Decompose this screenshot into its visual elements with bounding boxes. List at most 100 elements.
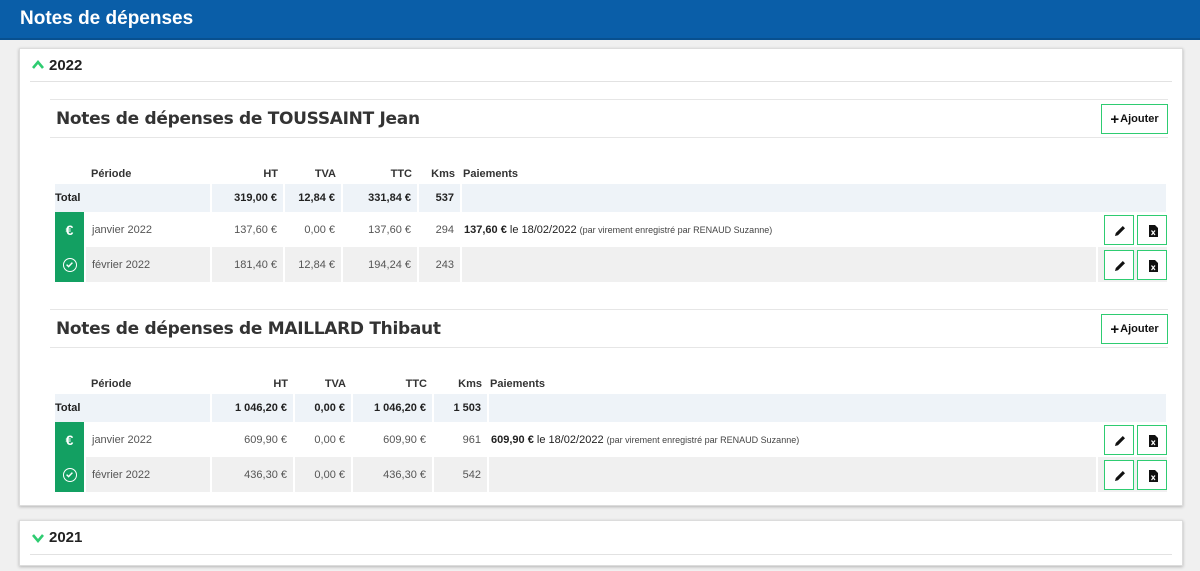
col-tva: TVA <box>314 168 336 180</box>
employee-section: Notes de dépenses de TOUSSAINT Jean + Aj… <box>50 99 1168 282</box>
year-toggle-2021[interactable]: 2021 <box>30 521 1172 555</box>
add-button[interactable]: + Ajouter <box>1101 104 1168 134</box>
file-excel-icon <box>1149 224 1158 237</box>
col-period: Période <box>91 378 132 390</box>
expense-table: Période HT TVA TTC Kms Paiements Total 1… <box>55 374 1168 492</box>
total-tva: 12,84 € <box>284 184 343 212</box>
plus-icon: + <box>1110 110 1120 128</box>
tva-cell: 0,00 € <box>294 457 353 492</box>
payment-date: le 18/02/2022 <box>533 433 607 446</box>
row-actions <box>1097 457 1167 492</box>
total-row: Total 1 046,20 € 0,00 € 1 046,20 € 1 503 <box>55 394 1168 422</box>
col-payments: Paiements <box>490 378 546 390</box>
employee-header: Notes de dépenses de MAILLARD Thibaut + … <box>50 309 1168 348</box>
col-ttc: TTC <box>390 168 412 180</box>
total-row: Total 319,00 € 12,84 € 331,84 € 537 <box>55 184 1168 212</box>
period-cell: janvier 2022 <box>85 422 212 457</box>
paid-status: € <box>55 212 86 247</box>
ht-cell: 436,30 € <box>211 457 295 492</box>
period-cell: janvier 2022 <box>85 212 212 247</box>
col-ht: HT <box>273 378 288 390</box>
table-row: € janvier 2022 609,90 € 0,00 € 609,90 € … <box>55 422 1167 457</box>
euro-icon: € <box>65 221 74 238</box>
ttc-cell: 609,90 € <box>352 422 434 457</box>
col-ht: HT <box>263 168 278 180</box>
paid-status: € <box>55 422 86 457</box>
check-circle-icon <box>62 467 77 482</box>
payment-date: le 18/02/2022 <box>506 223 580 236</box>
kms-cell: 294 <box>418 212 462 247</box>
edit-button[interactable] <box>1104 249 1134 280</box>
col-tva: TVA <box>324 378 346 390</box>
tva-cell: 0,00 € <box>294 422 353 457</box>
period-cell: février 2022 <box>85 247 212 282</box>
ttc-cell: 194,24 € <box>342 247 419 282</box>
kms-cell: 243 <box>418 247 462 282</box>
table-header-row: Période HT TVA TTC Kms Paiements <box>55 164 1167 184</box>
year-panel-2022: 2022 Notes de dépenses de TOUSSAINT Jean… <box>19 48 1183 506</box>
total-kms: 537 <box>418 184 462 212</box>
table-row: février 2022 436,30 € 0,00 € 436,30 € 54… <box>55 457 1167 492</box>
payment-cell: 609,90 € le 18/02/2022 (par virement enr… <box>488 422 1098 457</box>
euro-icon: € <box>65 431 74 448</box>
add-button-label: Ajouter <box>1120 113 1159 125</box>
export-button[interactable] <box>1137 214 1167 245</box>
employee-header: Notes de dépenses de TOUSSAINT Jean + Aj… <box>50 99 1168 138</box>
year-label: 2021 <box>49 529 83 546</box>
tva-cell: 12,84 € <box>284 247 343 282</box>
chevron-up-icon <box>30 57 46 73</box>
pencil-icon <box>1115 225 1125 236</box>
col-period: Période <box>91 168 132 180</box>
edit-button[interactable] <box>1104 459 1134 490</box>
table-row: € janvier 2022 137,60 € 0,00 € 137,60 € … <box>55 212 1167 247</box>
export-button[interactable] <box>1137 459 1167 490</box>
employee-title: Notes de dépenses de TOUSSAINT Jean <box>56 109 420 129</box>
total-ht: 1 046,20 € <box>211 394 295 422</box>
export-button[interactable] <box>1137 424 1167 455</box>
col-kms: Kms <box>431 168 455 180</box>
col-kms: Kms <box>458 378 482 390</box>
plus-icon: + <box>1110 320 1120 338</box>
page-title: Notes de dépenses <box>0 0 1200 40</box>
year-toggle-2022[interactable]: 2022 <box>30 49 1172 82</box>
kms-cell: 961 <box>433 422 489 457</box>
row-actions <box>1097 247 1167 282</box>
payment-note: (par virement enregistré par RENAUD Suza… <box>579 224 773 235</box>
total-ht: 319,00 € <box>211 184 285 212</box>
col-payments: Paiements <box>463 168 519 180</box>
tva-cell: 0,00 € <box>284 212 343 247</box>
ttc-cell: 137,60 € <box>342 212 419 247</box>
edit-button[interactable] <box>1104 214 1134 245</box>
year-label: 2022 <box>49 56 83 74</box>
payment-amount: 609,90 € <box>491 433 534 446</box>
table-header-row: Période HT TVA TTC Kms Paiements <box>55 374 1167 394</box>
employee-title: Notes de dépenses de MAILLARD Thibaut <box>56 319 441 339</box>
payment-cell <box>488 457 1098 492</box>
total-label: Total <box>55 394 212 422</box>
table-row: février 2022 181,40 € 12,84 € 194,24 € 2… <box>55 247 1167 282</box>
kms-cell: 542 <box>433 457 489 492</box>
total-kms: 1 503 <box>433 394 489 422</box>
add-button[interactable]: + Ajouter <box>1101 314 1168 344</box>
ht-cell: 181,40 € <box>211 247 285 282</box>
pencil-icon <box>1115 470 1125 481</box>
col-ttc: TTC <box>405 378 427 390</box>
payment-cell: 137,60 € le 18/02/2022 (par virement enr… <box>461 212 1098 247</box>
total-tva: 0,00 € <box>294 394 353 422</box>
file-excel-icon <box>1149 469 1158 482</box>
validated-status <box>55 457 86 492</box>
total-label: Total <box>55 184 212 212</box>
ht-cell: 609,90 € <box>211 422 295 457</box>
year-panel-2021: 2021 <box>19 520 1183 566</box>
file-excel-icon <box>1149 434 1158 447</box>
file-excel-icon <box>1149 259 1158 272</box>
chevron-down-icon <box>30 530 46 546</box>
expense-table: Période HT TVA TTC Kms Paiements Total 3… <box>55 164 1168 282</box>
edit-button[interactable] <box>1104 424 1134 455</box>
total-ttc: 1 046,20 € <box>352 394 434 422</box>
validated-status <box>55 247 86 282</box>
export-button[interactable] <box>1137 249 1167 280</box>
pencil-icon <box>1115 260 1125 271</box>
period-cell: février 2022 <box>85 457 212 492</box>
ttc-cell: 436,30 € <box>352 457 434 492</box>
